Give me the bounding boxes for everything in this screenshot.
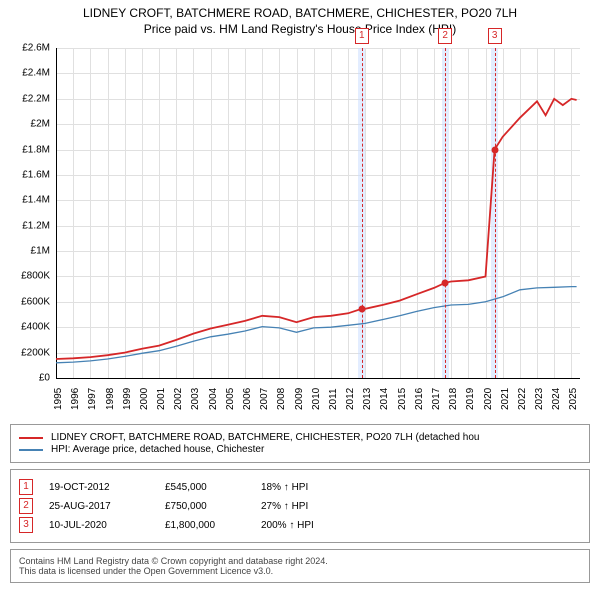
sale-pct: 27% ↑ HPI <box>261 501 361 512</box>
sale-marker-line <box>445 48 446 378</box>
footer-attribution: Contains HM Land Registry data © Crown c… <box>10 549 590 583</box>
chart-title-2: Price paid vs. HM Land Registry's House … <box>0 22 600 36</box>
sale-marker-box: 1 <box>355 28 369 44</box>
legend-item: HPI: Average price, detached house, Chic… <box>19 444 581 455</box>
sale-marker-dot <box>442 279 449 286</box>
sale-row: 2 25-AUG-2017 £750,000 27% ↑ HPI <box>19 498 581 514</box>
footer-line-1: Contains HM Land Registry data © Crown c… <box>19 556 581 566</box>
sale-pct: 18% ↑ HPI <box>261 482 361 493</box>
sale-date: 19-OCT-2012 <box>49 482 149 493</box>
sale-row-marker: 2 <box>19 498 33 514</box>
sale-date: 25-AUG-2017 <box>49 501 149 512</box>
footer-line-2: This data is licensed under the Open Gov… <box>19 566 581 576</box>
sale-marker-dot <box>358 305 365 312</box>
sale-price: £1,800,000 <box>165 520 245 531</box>
legend-label: LIDNEY CROFT, BATCHMERE ROAD, BATCHMERE,… <box>51 432 479 443</box>
legend-swatch <box>19 449 43 451</box>
legend-item: LIDNEY CROFT, BATCHMERE ROAD, BATCHMERE,… <box>19 432 581 443</box>
sale-pct: 200% ↑ HPI <box>261 520 361 531</box>
sale-marker-box: 3 <box>488 28 502 44</box>
sale-row: 3 10-JUL-2020 £1,800,000 200% ↑ HPI <box>19 517 581 533</box>
price-chart: £0£200K£400K£600K£800K£1M£1.2M£1.4M£1.6M… <box>10 40 590 420</box>
legend: LIDNEY CROFT, BATCHMERE ROAD, BATCHMERE,… <box>10 424 590 463</box>
sale-marker-line <box>362 48 363 378</box>
chart-title-1: LIDNEY CROFT, BATCHMERE ROAD, BATCHMERE,… <box>0 6 600 20</box>
chart-lines <box>10 40 590 420</box>
property-line <box>56 99 577 359</box>
sale-row-marker: 1 <box>19 479 33 495</box>
sale-row-marker: 3 <box>19 517 33 533</box>
sale-date: 10-JUL-2020 <box>49 520 149 531</box>
sale-marker-line <box>495 48 496 378</box>
sale-marker-box: 2 <box>438 28 452 44</box>
sale-price: £750,000 <box>165 501 245 512</box>
sales-table: 1 19-OCT-2012 £545,000 18% ↑ HPI 2 25-AUG-201… <box>10 469 590 543</box>
sale-price: £545,000 <box>165 482 245 493</box>
legend-label: HPI: Average price, detached house, Chic… <box>51 444 264 455</box>
legend-swatch <box>19 437 43 439</box>
sale-marker-dot <box>491 146 498 153</box>
sale-row: 1 19-OCT-2012 £545,000 18% ↑ HPI <box>19 479 581 495</box>
